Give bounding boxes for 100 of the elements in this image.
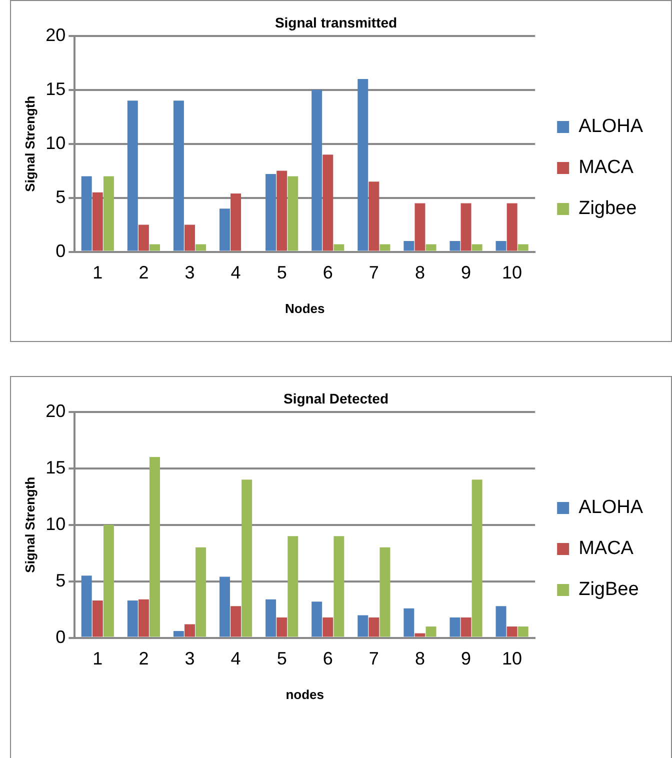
bar	[149, 457, 160, 637]
bar	[230, 193, 242, 251]
x-tick-label: 10	[502, 648, 522, 669]
bar	[460, 617, 472, 637]
y-tick-label: 20	[46, 400, 66, 421]
bar	[288, 536, 298, 637]
y-tick-label: 0	[56, 626, 66, 647]
bar	[312, 602, 322, 637]
bar	[173, 631, 184, 637]
bar	[127, 600, 138, 637]
y-tick-label: 5	[56, 570, 66, 590]
bar	[230, 606, 242, 637]
bar	[450, 241, 460, 251]
y-axis-title: Signal Strength	[22, 476, 38, 573]
legend-label: ALOHA	[578, 497, 644, 518]
bar	[380, 244, 390, 251]
x-tick-label: 2	[138, 262, 149, 283]
bar	[518, 626, 528, 637]
bar	[426, 244, 436, 251]
y-tick-label: 20	[46, 24, 66, 45]
bar	[414, 633, 426, 637]
bar	[149, 244, 160, 251]
bar	[368, 617, 380, 637]
legend-label: ALOHA	[578, 116, 644, 138]
legend-label: MACA	[578, 157, 634, 178]
bar	[81, 176, 92, 251]
y-tick-label: 10	[46, 514, 66, 534]
bar	[288, 176, 298, 251]
bar	[496, 241, 506, 251]
x-axis-title: nodes	[286, 686, 324, 702]
bar	[334, 536, 344, 637]
bar	[276, 170, 288, 251]
x-tick-label: 2	[138, 648, 149, 669]
bar	[496, 606, 506, 637]
bar	[219, 208, 230, 251]
y-tick-label: 5	[56, 186, 66, 207]
bar	[506, 203, 518, 251]
bar	[322, 154, 334, 251]
bar	[92, 600, 103, 637]
bar	[404, 241, 414, 251]
x-tick-label: 6	[322, 648, 333, 669]
bar	[414, 203, 426, 251]
x-tick-label: 5	[276, 648, 287, 669]
bar	[472, 480, 482, 637]
x-tick-label: 7	[368, 648, 379, 669]
bar	[358, 615, 368, 637]
x-tick-label: 7	[368, 262, 379, 283]
bar	[184, 624, 195, 637]
bar	[242, 480, 252, 637]
bar	[103, 524, 114, 637]
y-axis-title: Signal Strength	[22, 96, 38, 192]
x-tick-label: 5	[276, 262, 287, 283]
bar	[312, 90, 322, 251]
x-tick-label: 4	[230, 648, 241, 669]
x-tick-label: 10	[502, 262, 522, 283]
bar	[426, 626, 436, 637]
x-tick-label: 8	[414, 648, 425, 669]
y-tick-label: 10	[46, 132, 66, 153]
bar	[127, 100, 138, 251]
bar	[506, 626, 518, 637]
bar	[450, 617, 460, 637]
bar	[138, 599, 149, 637]
bar	[460, 203, 472, 251]
x-tick-label: 1	[92, 262, 103, 283]
bar	[196, 244, 206, 251]
bar	[81, 576, 92, 637]
legend-label: MACA	[578, 538, 634, 560]
x-tick-label: 9	[461, 262, 472, 283]
x-tick-label: 3	[184, 648, 195, 669]
bar	[184, 224, 195, 251]
bar	[103, 176, 114, 251]
bar	[138, 224, 149, 251]
bar	[276, 617, 288, 637]
bar	[368, 182, 380, 251]
chart-title: Signal transmitted	[274, 14, 398, 30]
x-tick-label: 6	[322, 262, 333, 283]
bar	[322, 617, 334, 637]
x-tick-label: 3	[184, 262, 195, 283]
x-tick-label: 1	[92, 648, 103, 669]
y-tick-label: 15	[46, 78, 66, 99]
x-tick-label: 8	[414, 262, 425, 283]
y-tick-label: 0	[56, 240, 66, 261]
legend-label: ZigBee	[578, 579, 639, 600]
bar	[404, 608, 414, 637]
x-tick-label: 4	[230, 262, 241, 283]
bar	[219, 576, 230, 637]
x-axis-title: Nodes	[284, 300, 325, 316]
legend-label: Zigbee	[578, 198, 637, 220]
x-tick-label: 9	[461, 648, 472, 669]
bar	[266, 599, 276, 637]
bar	[358, 79, 368, 251]
chart-title: Signal Detected	[283, 390, 389, 406]
bar	[380, 547, 390, 637]
y-tick-label: 15	[46, 457, 66, 478]
bar	[196, 547, 206, 637]
bar	[334, 244, 344, 251]
bar	[92, 192, 103, 251]
bar	[518, 244, 528, 251]
bar	[472, 244, 482, 251]
bar	[173, 100, 184, 251]
